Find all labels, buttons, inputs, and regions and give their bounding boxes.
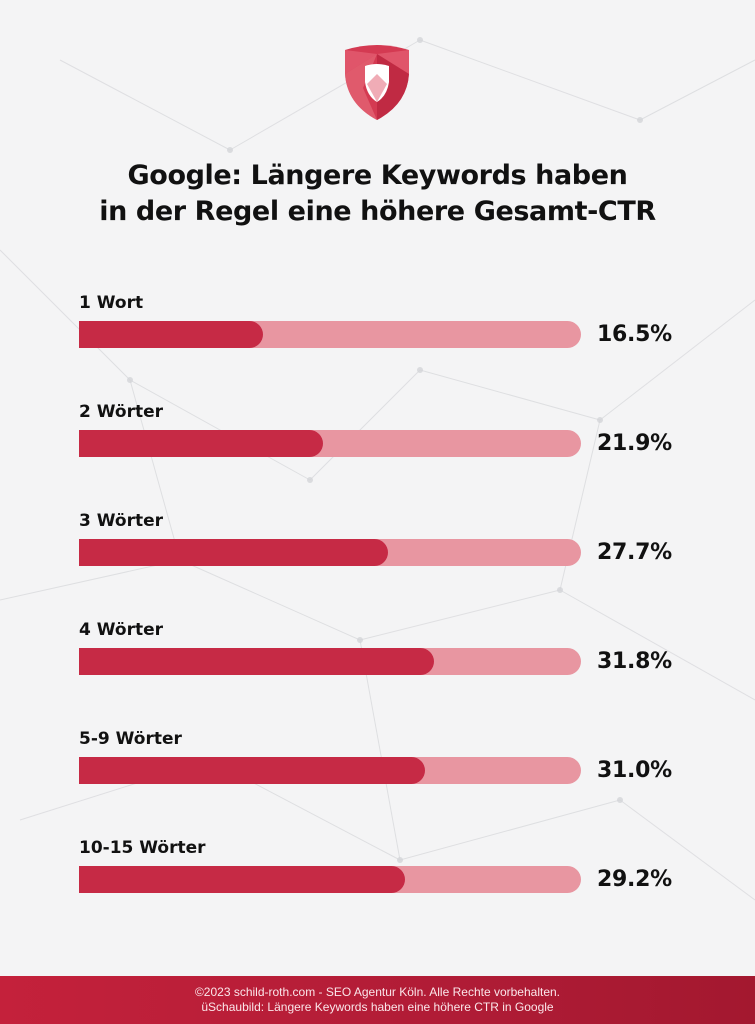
bar-track: [79, 430, 581, 457]
bar-row: 10-15 Wörter 29.2%: [79, 838, 699, 898]
bar-row: 2 Wörter 21.9%: [79, 402, 699, 462]
bar-category-label: 3 Wörter: [79, 511, 163, 531]
bar-fill: [79, 757, 425, 784]
bar-value-label: 31.0%: [597, 758, 672, 783]
chart-title: Google: Längere Keywords haben in der Re…: [0, 158, 755, 230]
bar-row: 3 Wörter 27.7%: [79, 511, 699, 571]
bar-category-label: 4 Wörter: [79, 620, 163, 640]
bar-row: 1 Wort 16.5%: [79, 293, 699, 353]
chart-title-line-2: in der Regel eine höhere Gesamt-CTR: [99, 196, 656, 227]
footer-bar: ©2023 schild-roth.com - SEO Agentur Köln…: [0, 976, 755, 1024]
bar-track: [79, 321, 581, 348]
bar-category-label: 10-15 Wörter: [79, 838, 206, 858]
bar-row: 5-9 Wörter 31.0%: [79, 729, 699, 789]
chart-title-line-1: Google: Längere Keywords haben: [127, 160, 628, 191]
bar-fill: [79, 866, 405, 893]
shield-logo-icon: [345, 45, 409, 120]
bar-fill: [79, 648, 434, 675]
bar-category-label: 2 Wörter: [79, 402, 163, 422]
bar-track: [79, 539, 581, 566]
bar-value-label: 16.5%: [597, 322, 672, 347]
bar-fill: [79, 430, 323, 457]
bar-row: 4 Wörter 31.8%: [79, 620, 699, 680]
bar-fill: [79, 321, 263, 348]
bar-category-label: 5-9 Wörter: [79, 729, 182, 749]
footer-caption: üSchaubild: Längere Keywords haben eine …: [201, 1000, 554, 1014]
bar-value-label: 29.2%: [597, 867, 672, 892]
bar-category-label: 1 Wort: [79, 293, 144, 313]
footer-copyright: ©2023 schild-roth.com - SEO Agentur Köln…: [194, 985, 561, 999]
bar-value-label: 27.7%: [597, 540, 672, 565]
bar-fill: [79, 539, 388, 566]
bar-track: [79, 866, 581, 893]
bar-track: [79, 648, 581, 675]
bar-track: [79, 757, 581, 784]
bar-value-label: 31.8%: [597, 649, 672, 674]
bar-value-label: 21.9%: [597, 431, 672, 456]
